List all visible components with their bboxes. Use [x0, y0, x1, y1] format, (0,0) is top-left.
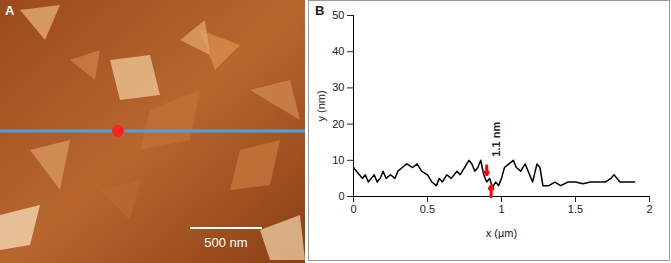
svg-text:2: 2	[646, 203, 652, 215]
svg-text:1.1 nm: 1.1 nm	[490, 122, 502, 157]
svg-text:0: 0	[338, 190, 344, 202]
svg-text:500 nm: 500 nm	[204, 235, 247, 250]
svg-text:x (µm): x (µm)	[486, 227, 517, 239]
svg-text:0.5: 0.5	[420, 203, 435, 215]
svg-text:1.5: 1.5	[568, 203, 583, 215]
svg-text:y (nm): y (nm)	[315, 90, 327, 121]
svg-text:0: 0	[350, 203, 356, 215]
svg-text:20: 20	[332, 118, 344, 130]
svg-text:1: 1	[498, 203, 504, 215]
svg-text:40: 40	[332, 45, 344, 57]
svg-text:50: 50	[332, 9, 344, 21]
svg-text:A: A	[5, 3, 15, 18]
svg-text:30: 30	[332, 81, 344, 93]
svg-text:10: 10	[332, 154, 344, 166]
html-text:B: B	[315, 3, 325, 18]
